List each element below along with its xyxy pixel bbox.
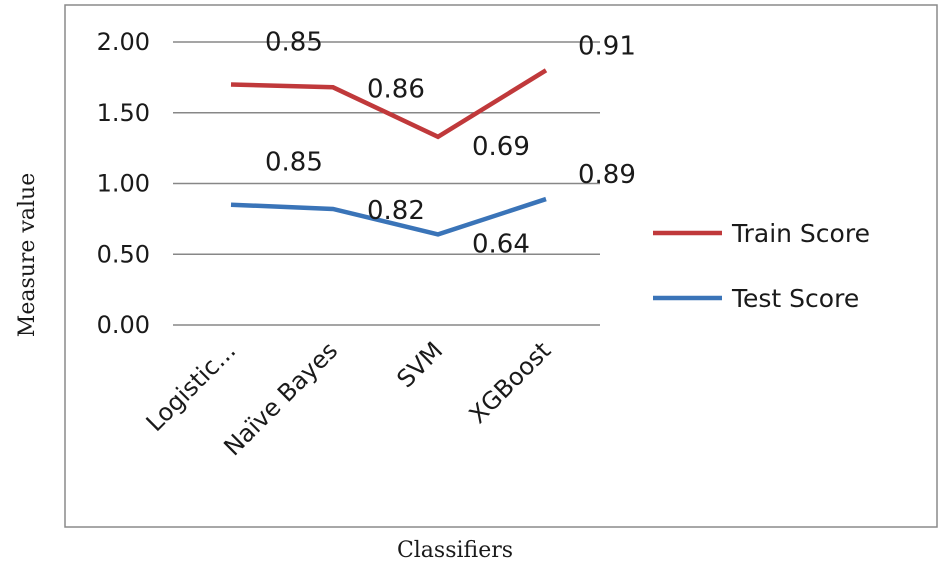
y-tick-label: 1.00 [97, 170, 150, 198]
legend-label: Test Score [731, 284, 859, 313]
data-label: 0.89 [578, 160, 636, 190]
data-label: 0.86 [367, 74, 425, 104]
y-axis-tick-labels: 0.00 0.50 1.00 1.50 2.00 [97, 28, 150, 339]
y-tick-label: 2.00 [97, 28, 150, 56]
legend: Train Score Test Score [653, 219, 870, 313]
gridlines [173, 41, 600, 326]
data-label: 0.64 [472, 229, 530, 259]
legend-label: Train Score [731, 219, 870, 248]
y-tick-label: 1.50 [97, 99, 150, 127]
data-labels: 0.85 0.86 0.69 0.91 0.85 0.82 0.64 0.89 [265, 27, 636, 259]
series-lines [230, 68, 548, 237]
y-tick-label: 0.00 [97, 311, 150, 339]
series-line-test-score [230, 196, 547, 237]
data-label: 0.85 [265, 148, 323, 178]
y-axis-title: Measure value [15, 173, 40, 337]
data-label: 0.69 [472, 132, 530, 162]
y-tick-label: 0.50 [97, 240, 150, 268]
series-line-train-score [230, 68, 548, 140]
x-axis-title: Classifiers [397, 538, 513, 563]
data-label: 0.85 [265, 27, 323, 57]
data-label: 0.82 [367, 196, 425, 226]
chart-frame [64, 4, 938, 528]
data-label: 0.91 [578, 31, 636, 61]
